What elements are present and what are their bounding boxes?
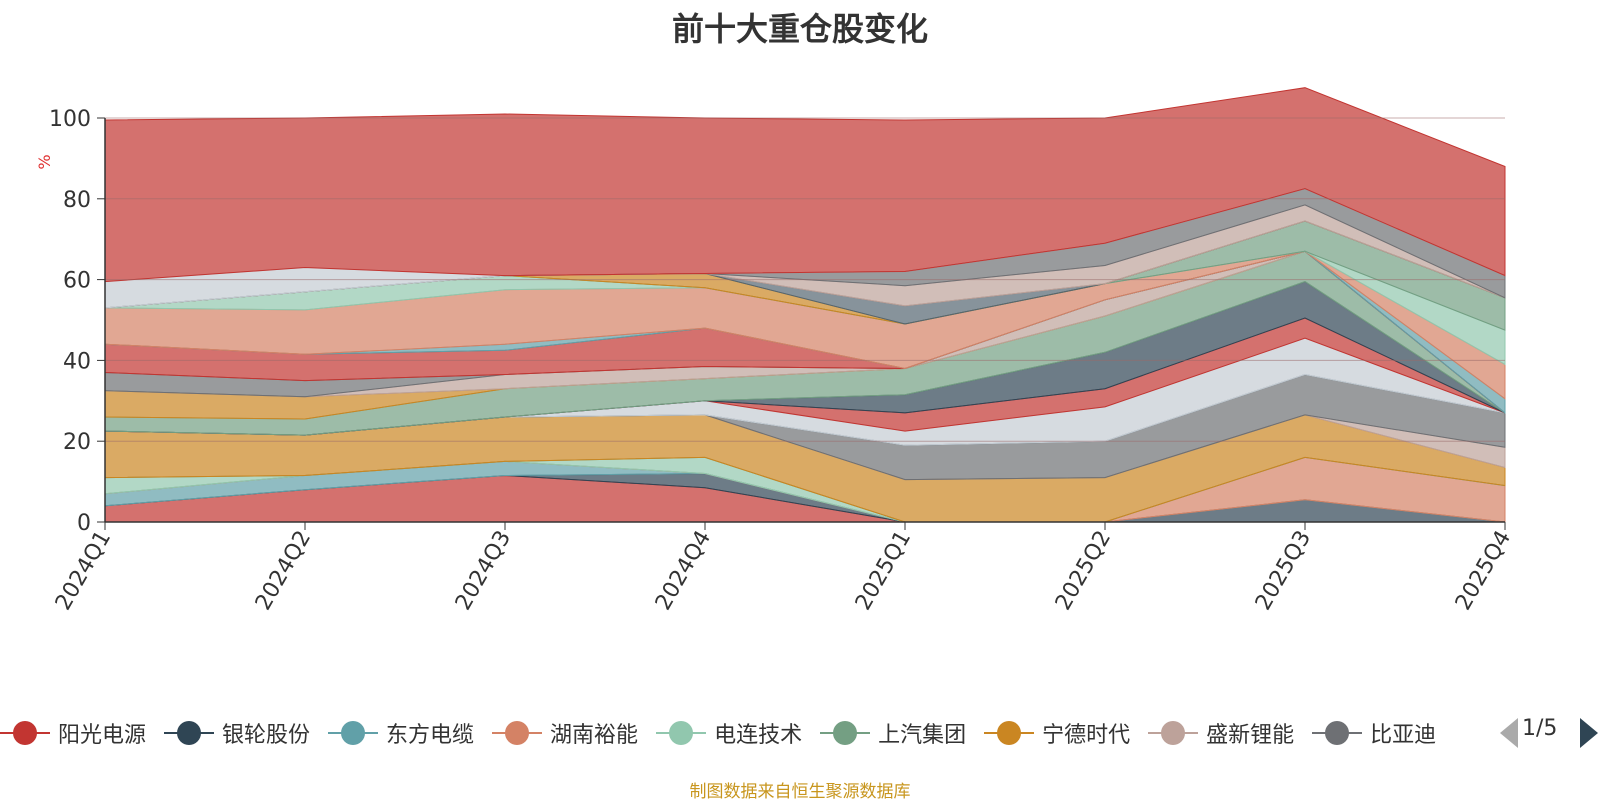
legend-item[interactable]: 比亚迪	[1312, 713, 1436, 753]
x-tick-label: 2025Q3	[1251, 527, 1316, 615]
y-tick-label: 60	[63, 269, 91, 294]
legend-label: 湖南裕能	[550, 723, 639, 748]
y-tick-label: 100	[49, 107, 91, 132]
legend-marker-icon	[328, 719, 379, 747]
y-tick-label: 20	[63, 430, 91, 455]
chart-title: 前十大重仓股变化	[671, 10, 928, 48]
x-tick-label: 2024Q1	[51, 527, 116, 615]
legend-marker-icon	[492, 719, 543, 747]
legend-item[interactable]: 东方电缆	[328, 713, 474, 753]
legend-label: 银轮股份	[222, 723, 311, 748]
x-tick-label: 2024Q2	[251, 527, 316, 615]
area-series-27[interactable]	[104, 87, 1506, 283]
y-axis-unit-label: %	[35, 154, 54, 169]
legend-page-indicator: 1/5	[1522, 716, 1558, 741]
x-tick-label: 2025Q4	[1451, 527, 1516, 615]
legend-label: 阳光电源	[58, 723, 147, 748]
legend-item[interactable]: 银轮股份	[164, 713, 310, 753]
legend-marker-icon	[1148, 719, 1199, 747]
legend-marker-icon	[820, 719, 871, 747]
x-tick-label: 2025Q1	[851, 527, 916, 615]
legend-label: 比亚迪	[1370, 723, 1437, 748]
stacked-areas	[104, 87, 1506, 523]
chart-area: 0 20 40 60 80 100 2024Q1 2024Q2 2024Q3 2024Q4 2025…	[35, 87, 1516, 615]
legend-item[interactable]: 湖南裕能	[492, 713, 638, 753]
legend-label: 上汽集团	[878, 723, 967, 748]
legend-item[interactable]: 电连技术	[656, 713, 802, 753]
source-note: 制图数据来自恒生聚源数据库	[689, 782, 911, 802]
legend-label: 盛新锂能	[1206, 723, 1295, 748]
legend-pager: 1/5	[1500, 716, 1600, 750]
legend-label: 电连技术	[714, 723, 803, 748]
legend-item[interactable]: 阳光电源	[0, 713, 146, 753]
legend-item[interactable]: 盛新锂能	[1148, 713, 1294, 753]
x-tick-label: 2025Q2	[1051, 527, 1116, 615]
legend-marker-icon	[984, 719, 1035, 747]
legend-label: 宁德时代	[1042, 723, 1131, 748]
legend-label: 东方电缆	[386, 723, 475, 748]
x-tick-label: 2024Q3	[451, 527, 516, 615]
legend-next-page-arrow-icon[interactable]	[1580, 718, 1598, 748]
legend-marker-icon	[164, 719, 215, 747]
y-tick-label: 40	[63, 349, 91, 374]
y-tick-label: 0	[77, 511, 91, 536]
y-tick-label: 80	[63, 188, 91, 213]
gridlines	[105, 117, 1505, 442]
legend-marker-icon	[0, 719, 50, 747]
legend: 阳光电源 银轮股份 东方电缆 湖南裕能 电连技术 上汽集团 宁德时代 盛新锂能 比亚迪	[0, 713, 1470, 753]
legend-item[interactable]: 上汽集团	[820, 713, 966, 753]
legend-marker-icon	[1312, 719, 1363, 747]
legend-item[interactable]: 宁德时代	[984, 713, 1130, 753]
x-tick-label: 2024Q4	[651, 527, 716, 615]
legend-marker-icon	[656, 719, 707, 747]
legend-prev-page-arrow-icon[interactable]	[1500, 718, 1518, 748]
